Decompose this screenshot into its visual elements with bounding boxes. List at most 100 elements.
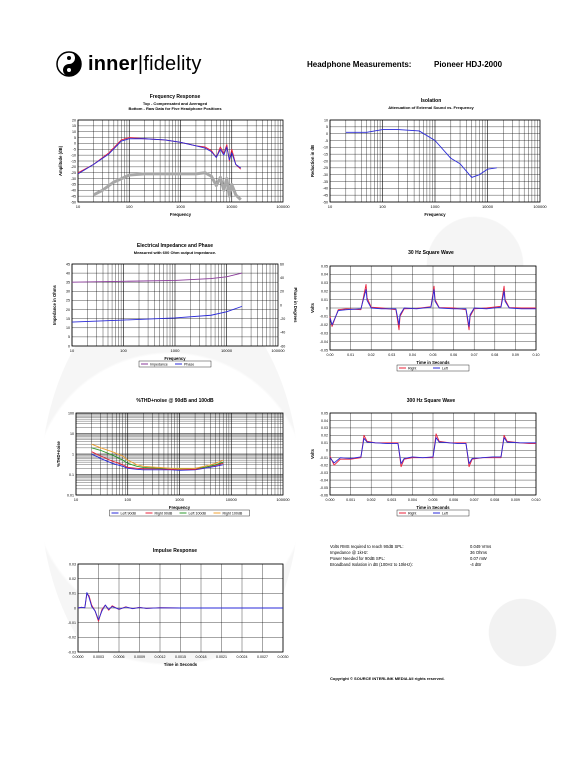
legend-label: Right 100dB	[223, 512, 243, 516]
x-tick-label: 0.0006	[114, 655, 125, 659]
y-tick-label: 0.01	[321, 298, 328, 302]
y2-tick-label: -20	[280, 317, 285, 321]
series-line-blue	[77, 138, 242, 175]
x-tick-label: 0.0030	[278, 655, 289, 659]
y-axis-label: Impedance in Ohms	[52, 284, 57, 324]
x-tick-label: 0.08	[491, 353, 498, 357]
x-tick-label: 100000	[276, 497, 290, 502]
x-tick-label: 10000	[482, 204, 494, 209]
x-tick-label: 0.002	[367, 498, 376, 502]
x-tick-label: 0.06	[450, 353, 457, 357]
header-label: Headphone Measurements:	[307, 60, 412, 69]
x-tick-label: 0.000	[326, 498, 335, 502]
x-tick-label: 0.05	[430, 353, 437, 357]
chart-title-sq300: 300 Hz Square Wave	[406, 398, 456, 404]
x-tick-label: 100	[126, 204, 133, 209]
x-tick-label: 0.0015	[175, 655, 186, 659]
legend-label: Right 90dB	[155, 512, 173, 516]
series-line-blue	[345, 129, 497, 178]
y-tick-label: 0.04	[321, 273, 328, 277]
spec-value-0: 0.049 Vrms	[470, 544, 492, 549]
y-tick-label: -40	[71, 189, 76, 193]
y-tick-label: 0.04	[321, 419, 328, 423]
y-tick-label: 1	[72, 452, 74, 456]
y-tick-label: 10	[324, 118, 328, 122]
legend-label: Right	[408, 367, 416, 371]
y-tick-label: -0.02	[320, 323, 328, 327]
y-tick-label: -0.01	[320, 315, 328, 319]
x-tick-label: 0.009	[511, 498, 520, 502]
x-axis-label: Frequency	[170, 212, 192, 217]
y-tick-label: 5	[74, 136, 76, 140]
series-line-right-100db	[91, 443, 224, 469]
y-tick-label: 15	[66, 317, 70, 321]
y-tick-label: -20	[71, 165, 76, 169]
legend-label: Phase	[184, 363, 194, 367]
y-tick-label: -25	[71, 171, 76, 175]
y-tick-label: 0	[326, 449, 328, 453]
y-tick-label: 0.02	[321, 434, 328, 438]
chart-impulse: 0.0000 0.0003 0.0006 0.0009 0.0012 0.0015 0.00…	[68, 562, 289, 667]
x-tick-label: 10000	[226, 204, 238, 209]
y-tick-label: 30	[66, 290, 70, 294]
x-tick-label: 0.07	[471, 353, 478, 357]
series-line-gray	[92, 171, 242, 201]
header-model: Pioneer HDJ-2000	[434, 60, 503, 69]
chart-title-isolation: Isolation	[420, 98, 442, 104]
y-tick-label: -0.04	[320, 340, 328, 344]
y-axis-label: Reduction in dB	[310, 145, 315, 177]
x-tick-label: 0.0021	[216, 655, 227, 659]
x-tick-label: 10	[328, 204, 333, 209]
y-tick-label: -5	[325, 139, 328, 143]
spec-value-1: 36 Ohms	[470, 550, 487, 555]
legend-label: Left 90dB	[121, 512, 137, 516]
y-tick-label: -30	[323, 173, 328, 177]
y-tick-label: -10	[323, 146, 328, 150]
logo-separator: |	[137, 52, 144, 75]
x-axis-label: Time in Seconds	[416, 360, 450, 365]
x-tick-label: 100000	[276, 204, 290, 209]
y-tick-label: -40	[323, 187, 328, 191]
y-tick-label: -0.05	[320, 348, 328, 352]
y-tick-label: 35	[66, 281, 70, 285]
chart-subtitle-impedance: Measured with 600 Ohm output impedance.	[133, 250, 217, 255]
logo: inner|fidelity	[56, 50, 202, 78]
spec-label-3: Broadband Isolation in dB (100Hz to 10kH…	[330, 562, 413, 567]
y-tick-label: -5	[73, 148, 76, 152]
x-tick-label: 0.0009	[134, 655, 145, 659]
y-tick-label: -0.02	[68, 636, 76, 640]
series-line-left-100db	[91, 447, 224, 470]
y-tick-label: 10	[72, 130, 76, 134]
y-tick-label: 0.01	[67, 493, 74, 497]
y-tick-label: 15	[72, 124, 76, 128]
chart-isolation: 10 100 1000 10000 100000 10 5 0 -5 -10 -15 -20 -25 -3…	[310, 118, 547, 217]
y-tick-label: -0.04	[320, 478, 328, 482]
x-tick-label: 10000	[226, 497, 238, 502]
gridlines	[75, 413, 283, 496]
y-tick-label: -50	[71, 200, 76, 204]
y-tick-label: 0.01	[321, 441, 328, 445]
y-tick-label: -10	[71, 153, 76, 157]
spec-label-1: Impedance @ 1kHz:	[330, 550, 369, 555]
chart-subtitle-freq-1: Top - Compensated and Averaged	[142, 101, 208, 106]
legend-label: Left	[442, 367, 448, 371]
x-tick-label: 0.010	[532, 498, 541, 502]
y-tick-label: 0.01	[69, 592, 76, 596]
y2-tick-label: -40	[280, 331, 285, 335]
y-tick-label: 0.1	[69, 473, 74, 477]
x-tick-label: 0.10	[533, 353, 540, 357]
x-tick-label: 0.004	[408, 498, 417, 502]
x-tick-label: 10	[74, 497, 79, 502]
x-tick-label: 100	[379, 204, 386, 209]
y-tick-label: 0.02	[321, 290, 328, 294]
y-tick-label: 0	[74, 142, 76, 146]
y-tick-label: 20	[66, 308, 70, 312]
y-tick-label: -30	[71, 177, 76, 181]
series-line-left	[77, 592, 283, 621]
x-tick-label: 0.0012	[155, 655, 166, 659]
watermark-right-bottom-circle	[470, 580, 575, 685]
chart-subtitle-isolation: Attenuation of External Sound vs. Freque…	[388, 105, 474, 110]
y-tick-label: 5	[68, 335, 70, 339]
y-tick-label: 40	[66, 271, 70, 275]
series-line-left	[329, 289, 536, 327]
